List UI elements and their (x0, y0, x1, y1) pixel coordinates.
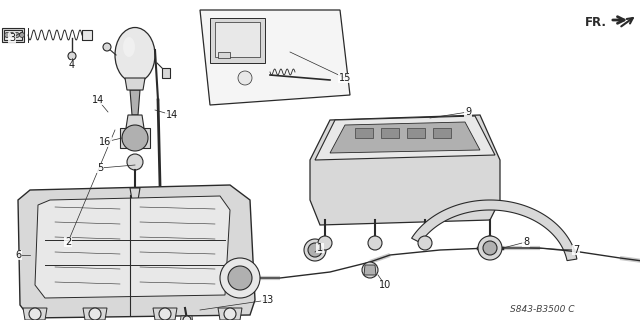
Circle shape (89, 308, 101, 320)
Circle shape (19, 33, 24, 37)
Text: 14: 14 (166, 110, 178, 120)
Circle shape (159, 308, 171, 320)
Circle shape (368, 236, 382, 250)
Text: 15: 15 (339, 73, 351, 83)
Text: 5: 5 (97, 163, 103, 173)
Ellipse shape (123, 37, 135, 57)
Polygon shape (412, 200, 577, 260)
Circle shape (220, 258, 260, 298)
Polygon shape (330, 122, 480, 153)
Text: 10: 10 (379, 280, 391, 290)
Polygon shape (180, 316, 193, 320)
Circle shape (29, 308, 41, 320)
Circle shape (238, 71, 252, 85)
Polygon shape (315, 116, 495, 160)
Polygon shape (310, 115, 500, 225)
Bar (218, 52, 230, 58)
Bar (407, 128, 425, 138)
Polygon shape (35, 196, 230, 298)
Text: 14: 14 (92, 95, 104, 105)
Circle shape (483, 241, 497, 255)
Polygon shape (130, 90, 140, 115)
Circle shape (10, 33, 15, 37)
Circle shape (318, 236, 332, 250)
Polygon shape (200, 10, 350, 105)
Text: 2: 2 (65, 237, 71, 247)
Text: 13: 13 (262, 295, 274, 305)
Bar (215, 22, 260, 57)
Circle shape (478, 236, 502, 260)
Text: 6: 6 (15, 250, 21, 260)
Text: 8: 8 (523, 237, 529, 247)
Polygon shape (18, 185, 255, 318)
Bar (4, 30, 22, 40)
Bar (210, 18, 265, 63)
Bar (2, 28, 24, 42)
Circle shape (224, 308, 236, 320)
Text: FR.: FR. (585, 15, 607, 28)
Text: 1: 1 (317, 243, 323, 253)
Text: 4: 4 (69, 60, 75, 70)
Text: 7: 7 (573, 245, 579, 255)
Polygon shape (83, 308, 107, 320)
Polygon shape (126, 115, 144, 128)
Circle shape (4, 33, 10, 37)
Text: S843-B3500 C: S843-B3500 C (510, 306, 575, 315)
Bar (433, 128, 451, 138)
Polygon shape (125, 78, 145, 90)
Bar (120, 128, 150, 148)
Circle shape (228, 266, 252, 290)
Polygon shape (23, 308, 47, 320)
Text: 3: 3 (9, 33, 15, 43)
Circle shape (127, 154, 143, 170)
Polygon shape (153, 308, 177, 320)
Bar (381, 128, 399, 138)
Ellipse shape (115, 28, 155, 83)
Circle shape (103, 43, 111, 51)
Text: 9: 9 (465, 107, 471, 117)
Circle shape (122, 125, 148, 151)
Circle shape (308, 243, 322, 257)
Polygon shape (364, 265, 376, 275)
Circle shape (183, 316, 191, 320)
Polygon shape (218, 308, 242, 320)
Circle shape (68, 52, 76, 60)
Circle shape (483, 236, 497, 250)
Circle shape (15, 33, 19, 37)
Bar (82, 30, 92, 40)
Circle shape (418, 236, 432, 250)
Circle shape (304, 239, 326, 261)
Circle shape (362, 262, 378, 278)
Bar (162, 68, 170, 78)
Bar (355, 128, 373, 138)
Text: 16: 16 (99, 137, 111, 147)
Polygon shape (130, 188, 140, 200)
